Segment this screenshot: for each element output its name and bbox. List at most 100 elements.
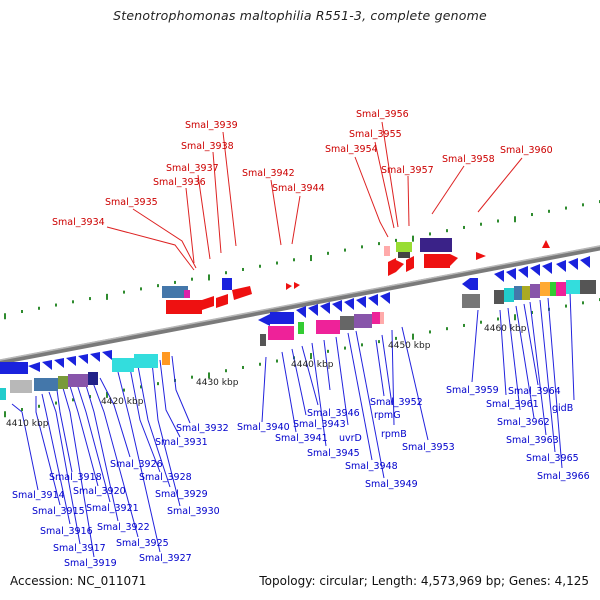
kbp-label: 4450 kbp	[388, 341, 431, 351]
gene-label[interactable]: Smal_3926	[110, 459, 163, 470]
gene-label[interactable]: Smal_3953	[402, 442, 455, 453]
tick-mark	[276, 261, 278, 265]
gene-label[interactable]: Smal_3956	[356, 109, 409, 120]
tick-mark	[480, 222, 482, 226]
tick-mark	[123, 388, 125, 392]
gene-label[interactable]: Smal_3966	[537, 471, 590, 482]
gene-label[interactable]: Smal_3946	[307, 408, 360, 419]
tick-mark	[497, 317, 499, 321]
topology-label: Topology: circular; Length: 4,573,969 bp…	[259, 574, 589, 588]
gene-label[interactable]: Smal_3963	[506, 435, 559, 446]
tick-mark	[225, 271, 227, 275]
tick-mark	[531, 213, 533, 217]
tick-mark	[293, 258, 295, 262]
gene-label[interactable]: Smal_3940	[237, 422, 290, 433]
gene-label[interactable]: Smal_3949	[365, 479, 418, 490]
gene-label[interactable]: Smal_3960	[500, 145, 553, 156]
kbp-label: 4410 kbp	[6, 419, 49, 429]
reverse-leader-lines	[11, 291, 575, 558]
tick-mark	[106, 293, 108, 300]
tick-mark	[38, 306, 40, 310]
tick-mark	[89, 297, 91, 301]
gene-label[interactable]: Smal_3935	[105, 197, 158, 208]
gene-label[interactable]: Smal_3944	[272, 183, 325, 194]
tick-mark	[565, 304, 567, 308]
gene-label[interactable]: Smal_3952	[370, 397, 423, 408]
kbp-label: 4420 kbp	[101, 397, 144, 407]
tick-mark	[191, 277, 193, 281]
tick-mark	[208, 372, 210, 379]
tick-mark	[4, 411, 6, 418]
gene-label[interactable]: Smal_3921	[86, 503, 139, 514]
tick-mark	[412, 235, 414, 242]
gene-label[interactable]: Smal_3914	[12, 490, 65, 501]
gene-label[interactable]: Smal_3959	[446, 385, 499, 396]
gene-label[interactable]: rpmG	[374, 410, 401, 421]
forward-leader-lines	[106, 121, 523, 271]
gene-label[interactable]: Smal_3930	[167, 506, 220, 517]
gene-label[interactable]: Smal_3931	[155, 437, 208, 448]
gene-label[interactable]: Smal_3922	[97, 522, 150, 533]
gene-label[interactable]: Smal_3925	[116, 538, 169, 549]
tick-mark	[531, 311, 533, 315]
gene-label[interactable]: Smal_3965	[526, 453, 579, 464]
tick-mark	[582, 203, 584, 207]
tick-mark	[55, 303, 57, 307]
gene-label[interactable]: Smal_3938	[181, 141, 234, 152]
gene-label[interactable]: uvrD	[339, 433, 362, 444]
tick-mark	[327, 349, 329, 353]
tick-mark	[106, 391, 108, 398]
tick-mark	[412, 333, 414, 340]
gene-label[interactable]: Smal_3919	[64, 558, 117, 569]
gene-label[interactable]: Smal_3964	[508, 386, 561, 397]
gene-label[interactable]: Smal_3942	[242, 168, 295, 179]
gene-label[interactable]: Smal_3915	[32, 506, 85, 517]
kbp-label: 4430 kbp	[196, 378, 239, 388]
gene-label[interactable]: gidB	[552, 403, 573, 414]
tick-mark	[395, 336, 397, 340]
tick-mark	[514, 314, 516, 321]
tick-mark	[463, 225, 465, 229]
kbp-scale-labels: 4410 kbp 4420 kbp 4430 kbp 4440 kbp 4450…	[6, 324, 527, 429]
tick-mark	[157, 284, 159, 288]
tick-mark	[174, 280, 176, 284]
gene-label[interactable]: Smal_3932	[176, 423, 229, 434]
reverse-gene-labels: Smal_3914 Smal_3915 Smal_3916 Smal_3917 …	[12, 385, 590, 569]
gene-label[interactable]: Smal_3957	[381, 165, 434, 176]
gene-label[interactable]: Smal_3962	[497, 417, 550, 428]
genome-backbone	[0, 245, 600, 365]
gene-label[interactable]: Smal_3936	[153, 177, 206, 188]
kbp-label: 4460 kbp	[484, 324, 527, 334]
gene-label[interactable]: Smal_3917	[53, 543, 106, 554]
gene-label[interactable]: Smal_3927	[139, 553, 192, 564]
tick-mark	[548, 209, 550, 213]
gene-label[interactable]: Smal_3941	[275, 433, 328, 444]
tick-mark	[208, 274, 210, 281]
gene-label[interactable]: Smal_3948	[345, 461, 398, 472]
tick-mark	[429, 330, 431, 334]
tick-mark	[259, 362, 261, 366]
gene-label[interactable]: Smal_3928	[139, 472, 192, 483]
gene-label[interactable]: Smal_3937	[166, 163, 219, 174]
tick-mark	[480, 320, 482, 324]
gene-label[interactable]: Smal_3958	[442, 154, 495, 165]
gene-label[interactable]: rpmB	[381, 429, 407, 440]
gene-label[interactable]: Smal_3916	[40, 526, 93, 537]
tick-mark	[446, 327, 448, 331]
tick-mark	[140, 287, 142, 291]
gene-label[interactable]: Smal_3934	[52, 217, 105, 228]
gene-label[interactable]: Smal_3939	[185, 120, 238, 131]
tick-mark	[123, 290, 125, 294]
gene-label[interactable]: Smal_3918	[49, 472, 102, 483]
gene-label[interactable]: Smal_3920	[73, 486, 126, 497]
gene-label[interactable]: Smal_3955	[349, 129, 402, 140]
gene-label[interactable]: Smal_3943	[293, 419, 346, 430]
forward-gene-labels: Smal_3934 Smal_3935 Smal_3936 Smal_3937 …	[52, 109, 553, 228]
gene-label[interactable]: Smal_3961	[486, 399, 539, 410]
gene-label[interactable]: Smal_3954	[325, 144, 378, 155]
gene-label[interactable]: Smal_3929	[155, 489, 208, 500]
tick-mark	[259, 264, 261, 268]
tick-mark	[327, 251, 329, 255]
gene-label[interactable]: Smal_3945	[307, 448, 360, 459]
